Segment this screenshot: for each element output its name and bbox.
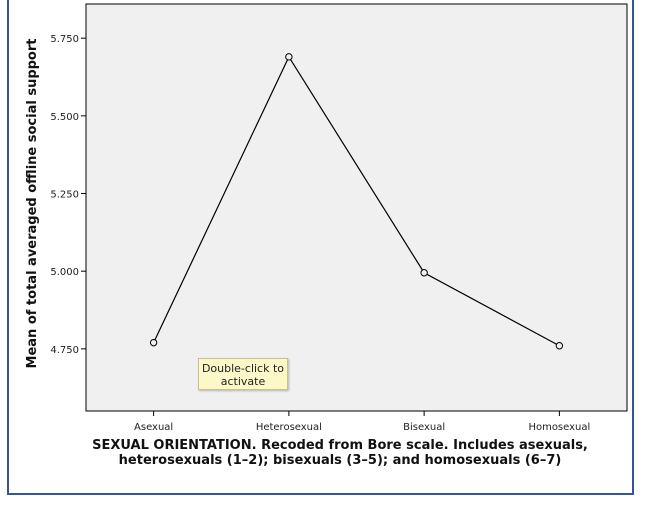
x-axis-label-line-2: heterosexuals (1–2); bisexuals (3–5); an… xyxy=(118,453,562,468)
x-tick-label: Bisexual xyxy=(403,422,445,433)
y-axis: 4.750 5.000 5.250 5.500 5.750 xyxy=(50,34,86,356)
x-tick-label: Homosexual xyxy=(528,422,590,433)
data-point[interactable] xyxy=(555,342,564,350)
data-point[interactable] xyxy=(149,338,158,347)
y-tick-label: 5.500 xyxy=(50,112,79,123)
series-line xyxy=(153,55,560,347)
plot-area xyxy=(85,3,628,412)
x-axis-label: SEXUAL ORIENTATION. Recoded from Bore sc… xyxy=(40,438,640,468)
tooltip-line-1: Double-click to xyxy=(201,362,285,375)
x-axis: Asexual Heterosexual Bisexual Homosexual xyxy=(134,411,590,433)
x-tick-label: Heterosexual xyxy=(256,422,322,433)
x-tick-label: Asexual xyxy=(134,422,173,433)
data-point[interactable] xyxy=(285,53,293,61)
y-tick-label: 4.750 xyxy=(50,345,79,356)
y-axis-label: Mean of total averaged offline social su… xyxy=(25,39,40,369)
data-point[interactable] xyxy=(420,269,428,277)
y-tick-label: 5.750 xyxy=(50,34,79,45)
x-axis-label-line-1: SEXUAL ORIENTATION. Recoded from Bore sc… xyxy=(92,438,588,453)
y-tick-label: 5.000 xyxy=(50,267,79,278)
tooltip-line-2: activate xyxy=(220,375,266,388)
activate-tooltip[interactable]: Double-click to activate xyxy=(198,358,288,390)
data-points xyxy=(149,53,564,350)
y-tick-label: 5.250 xyxy=(50,190,79,201)
